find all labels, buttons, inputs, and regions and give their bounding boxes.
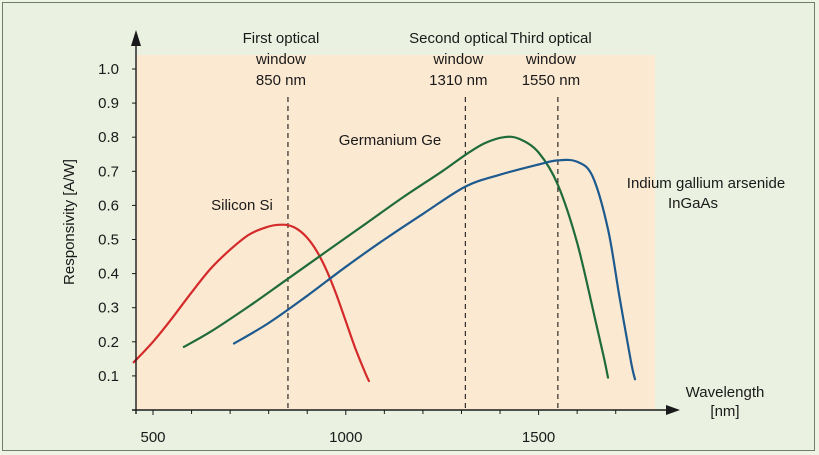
y-tick-label: 0.8 (98, 129, 119, 146)
x-tick-label: 500 (140, 429, 165, 446)
optical-window-label: 850 nm (256, 72, 306, 89)
x-tick-label: 1000 (329, 429, 362, 446)
optical-window-label: Third optical (510, 30, 592, 47)
optical-window-label: First optical (243, 30, 320, 47)
x-axis-arrow (666, 405, 680, 415)
x-tick-label: 1500 (522, 429, 555, 446)
ingaas-label-line1: Indium gallium arsenide (627, 175, 785, 192)
y-axis-title: Responsivity [A/W] (61, 159, 78, 285)
y-tick-label: 0.7 (98, 163, 119, 180)
y-tick-label: 0.3 (98, 300, 119, 317)
x-axis-title-line1: Wavelength (686, 384, 765, 401)
y-tick-label: 0.1 (98, 368, 119, 385)
y-tick-label: 0.5 (98, 232, 119, 249)
germanium-label: Germanium Ge (339, 132, 442, 149)
optical-window-label: Second optical (409, 30, 507, 47)
optical-window-labels: First optical window 850 nm Second optical w… (243, 30, 592, 89)
optical-window-label: 1550 nm (522, 72, 580, 89)
y-tick-label: 0.6 (98, 197, 119, 214)
optical-window-label: window (525, 51, 576, 68)
optical-window-label: 1310 nm (429, 72, 487, 89)
axes (131, 30, 680, 415)
y-tick-label: 0.9 (98, 95, 119, 112)
y-tick-label: 0.2 (98, 334, 119, 351)
y-tick-label: 1.0 (98, 61, 119, 78)
tick-labels: 500 1000 1500 0.1 0.2 0.3 0.4 0.5 0.6 0.7 0.8 0.9 1.… (98, 61, 555, 446)
series-line (232, 158, 637, 381)
optical-window-label: window (255, 51, 306, 68)
optical-window-lines (287, 97, 559, 410)
series-line (182, 135, 610, 379)
series-lines (132, 135, 637, 383)
ingaas-label-line2: InGaAs (668, 195, 718, 212)
y-tick-label: 0.4 (98, 266, 119, 283)
series-line (132, 223, 370, 383)
optical-window-label: window (432, 51, 483, 68)
x-axis-title-line2: [nm] (710, 403, 739, 420)
y-axis-arrow (131, 30, 141, 46)
silicon-label: Silicon Si (211, 197, 273, 214)
